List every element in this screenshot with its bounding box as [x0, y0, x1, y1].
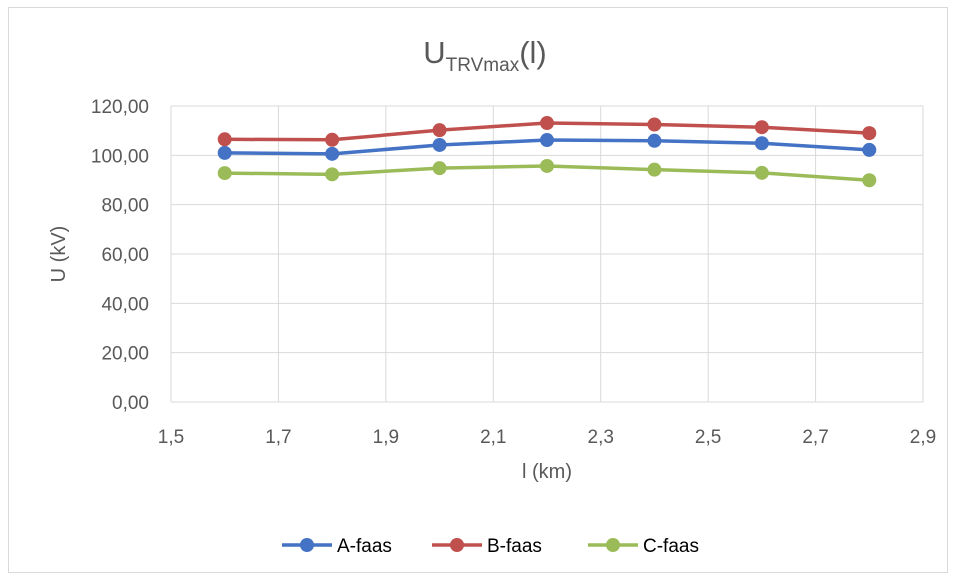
y-tick-label: 40,00	[101, 294, 149, 315]
data-point	[325, 167, 340, 182]
legend-label: B-faas	[487, 536, 542, 557]
data-point	[432, 161, 447, 176]
series-a-faas	[217, 133, 877, 161]
legend: A-faas B-faas C-faas	[282, 536, 699, 557]
legend-label: C-faas	[643, 536, 699, 557]
y-tick-label: 100,00	[91, 146, 149, 167]
data-point	[432, 123, 447, 138]
legend-marker	[450, 538, 464, 552]
data-point	[754, 136, 769, 151]
legend-marker	[606, 538, 620, 552]
x-tick-label: 2,5	[695, 427, 721, 448]
data-point	[217, 132, 232, 147]
data-point	[862, 173, 877, 188]
data-point	[325, 132, 340, 147]
data-point	[540, 133, 554, 148]
legend-item: A-faas	[282, 536, 392, 557]
y-tick-label: 80,00	[101, 196, 149, 217]
data-point	[754, 120, 769, 135]
x-tick-label: 2,9	[910, 427, 936, 448]
y-tick-label: 60,00	[101, 245, 149, 266]
data-point	[540, 158, 554, 173]
gridlines	[170, 105, 924, 403]
x-axis-ticks: 1,5 1,7 1,9 2,1 2,3 2,5 2,7 2,9	[158, 427, 936, 448]
x-tick-label: 1,9	[373, 427, 399, 448]
y-tick-label: 120,00	[91, 97, 149, 118]
data-point	[647, 162, 662, 177]
data-point	[217, 145, 232, 160]
y-tick-label: 0,00	[112, 393, 149, 414]
chart-frame	[8, 7, 948, 573]
chart-title-subscript: TRVmax	[446, 55, 520, 76]
chart-title: UTRVmax(l)	[423, 35, 547, 76]
series-group	[217, 116, 877, 188]
data-point	[432, 137, 447, 152]
legend-marker	[300, 538, 314, 552]
data-point	[647, 117, 662, 132]
y-axis-title: U (kV)	[48, 226, 70, 283]
y-tick-label: 20,00	[101, 344, 149, 365]
x-tick-label: 2,3	[588, 427, 614, 448]
x-axis-title: l (km)	[522, 461, 572, 483]
data-point	[754, 165, 769, 180]
data-point	[325, 146, 340, 161]
y-axis-ticks: 0,00 20,00 40,00 60,00 80,00 100,00 120,00	[91, 97, 149, 414]
legend-item: B-faas	[432, 536, 542, 557]
data-point	[647, 133, 662, 148]
chart-title-suffix: (l)	[519, 35, 547, 70]
data-point	[862, 142, 877, 157]
legend-item: C-faas	[588, 536, 699, 557]
data-point	[217, 166, 232, 181]
data-point	[862, 126, 877, 141]
legend-label: A-faas	[337, 536, 392, 557]
x-tick-label: 2,1	[480, 427, 506, 448]
series-c-faas	[217, 158, 877, 188]
x-tick-label: 2,7	[802, 427, 828, 448]
data-point	[540, 116, 554, 131]
x-tick-label: 1,5	[158, 427, 184, 448]
series-b-faas	[217, 116, 877, 147]
x-tick-label: 1,7	[265, 427, 291, 448]
